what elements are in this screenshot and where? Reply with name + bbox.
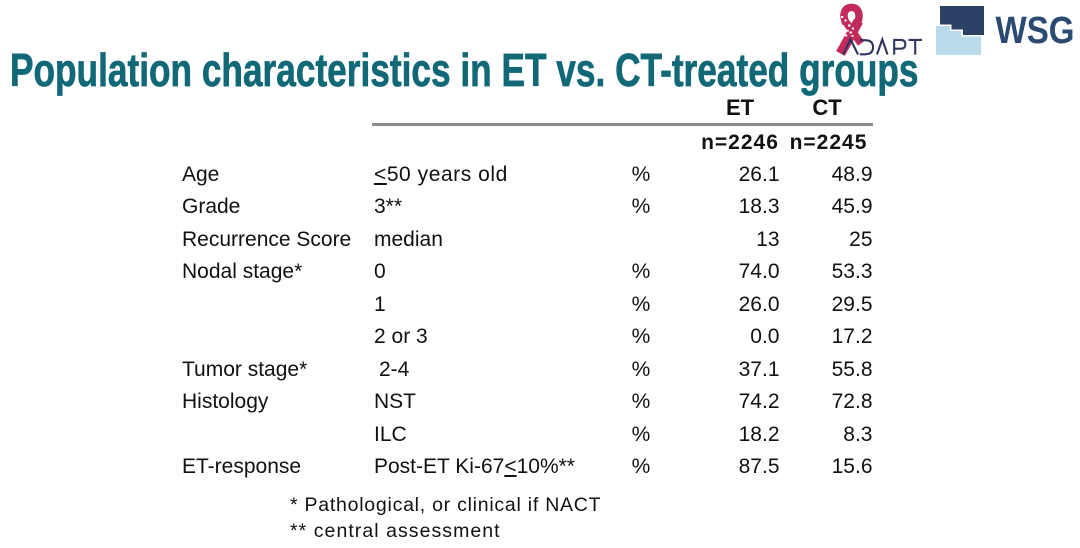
svg-text:WSG: WSG xyxy=(996,10,1075,52)
